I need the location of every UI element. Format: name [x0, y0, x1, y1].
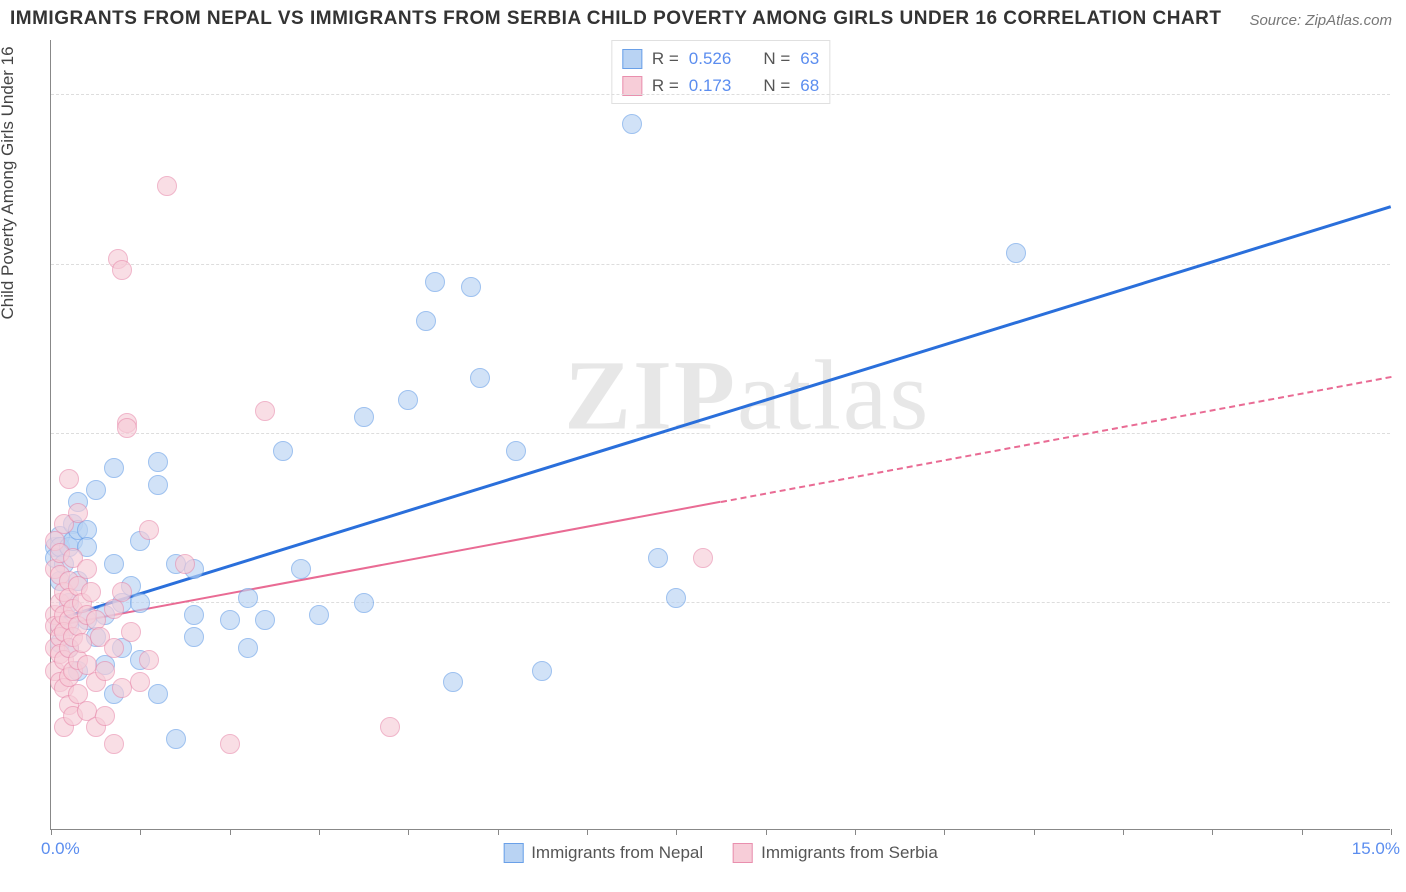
x-axis-max-label: 15.0% [1352, 839, 1400, 859]
data-point-serbia [59, 469, 79, 489]
data-point-serbia [104, 734, 124, 754]
x-tick [1302, 829, 1303, 835]
x-tick [140, 829, 141, 835]
swatch-serbia-icon [733, 843, 753, 863]
x-tick [1391, 829, 1392, 835]
chart-title: IMMIGRANTS FROM NEPAL VS IMMIGRANTS FROM… [10, 8, 1222, 30]
data-point-serbia [139, 650, 159, 670]
legend-series: Immigrants from Nepal Immigrants from Ser… [503, 843, 938, 863]
x-tick [1123, 829, 1124, 835]
data-point-nepal [104, 554, 124, 574]
regression-line-serbia-dashed [721, 376, 1391, 503]
source-attribution: Source: ZipAtlas.com [1249, 12, 1392, 29]
data-point-serbia [95, 661, 115, 681]
data-point-nepal [148, 475, 168, 495]
data-point-nepal [532, 661, 552, 681]
x-tick [766, 829, 767, 835]
data-point-nepal [354, 593, 374, 613]
legend-row-nepal: R = 0.526 N = 63 [622, 45, 819, 72]
data-point-serbia [220, 734, 240, 754]
data-point-nepal [506, 441, 526, 461]
data-point-nepal [166, 729, 186, 749]
x-tick [51, 829, 52, 835]
x-tick [319, 829, 320, 835]
legend-item-serbia: Immigrants from Serbia [733, 843, 938, 863]
data-point-nepal [255, 610, 275, 630]
x-tick [408, 829, 409, 835]
data-point-serbia [68, 503, 88, 523]
x-tick [855, 829, 856, 835]
x-tick [1212, 829, 1213, 835]
legend-label-nepal: Immigrants from Nepal [531, 843, 703, 863]
data-point-nepal [220, 610, 240, 630]
data-point-nepal [416, 311, 436, 331]
x-tick [944, 829, 945, 835]
regression-line-serbia [60, 501, 721, 626]
data-point-nepal [354, 407, 374, 427]
gridline [51, 94, 1390, 95]
data-point-nepal [1006, 243, 1026, 263]
data-point-serbia [175, 554, 195, 574]
data-point-nepal [86, 480, 106, 500]
data-point-nepal [291, 559, 311, 579]
r-value-nepal: 0.526 [689, 45, 732, 72]
y-tick-label: 60.0% [1400, 65, 1406, 85]
data-point-serbia [157, 176, 177, 196]
gridline [51, 264, 1390, 265]
y-tick-label: 30.0% [1400, 404, 1406, 424]
n-label: N = [763, 45, 790, 72]
data-point-serbia [104, 638, 124, 658]
data-point-serbia [112, 260, 132, 280]
data-point-nepal [184, 627, 204, 647]
y-tick-label: 45.0% [1400, 235, 1406, 255]
x-tick [498, 829, 499, 835]
swatch-nepal-icon [622, 49, 642, 69]
x-tick [587, 829, 588, 835]
data-point-serbia [380, 717, 400, 737]
data-point-nepal [443, 672, 463, 692]
watermark-text: ZIPatlas [564, 338, 930, 453]
data-point-nepal [130, 593, 150, 613]
data-point-serbia [117, 418, 137, 438]
data-point-serbia [693, 548, 713, 568]
data-point-nepal [666, 588, 686, 608]
data-point-serbia [130, 672, 150, 692]
data-point-nepal [470, 368, 490, 388]
data-point-nepal [273, 441, 293, 461]
data-point-nepal [238, 638, 258, 658]
data-point-serbia [95, 706, 115, 726]
plot-area: ZIPatlas R =0.526N =63R =0.173N =68 Immi… [50, 40, 1390, 830]
data-point-nepal [238, 588, 258, 608]
x-tick [676, 829, 677, 835]
n-value-nepal: 63 [800, 45, 819, 72]
data-point-nepal [148, 684, 168, 704]
swatch-nepal-icon [503, 843, 523, 863]
x-tick [1034, 829, 1035, 835]
data-point-serbia [139, 520, 159, 540]
data-point-serbia [121, 622, 141, 642]
data-point-serbia [81, 582, 101, 602]
legend-label-serbia: Immigrants from Serbia [761, 843, 938, 863]
data-point-nepal [425, 272, 445, 292]
data-point-serbia [77, 559, 97, 579]
data-point-nepal [398, 390, 418, 410]
r-label: R = [652, 45, 679, 72]
data-point-serbia [112, 582, 132, 602]
data-point-nepal [648, 548, 668, 568]
data-point-nepal [622, 114, 642, 134]
data-point-nepal [148, 452, 168, 472]
data-point-serbia [255, 401, 275, 421]
x-axis-min-label: 0.0% [41, 839, 80, 859]
legend-item-nepal: Immigrants from Nepal [503, 843, 703, 863]
swatch-serbia-icon [622, 76, 642, 96]
data-point-nepal [104, 458, 124, 478]
x-tick [230, 829, 231, 835]
gridline [51, 433, 1390, 434]
y-axis-label: Child Poverty Among Girls Under 16 [0, 46, 18, 319]
chart-container: IMMIGRANTS FROM NEPAL VS IMMIGRANTS FROM… [0, 0, 1406, 892]
y-tick-label: 15.0% [1400, 573, 1406, 593]
data-point-nepal [309, 605, 329, 625]
data-point-nepal [461, 277, 481, 297]
data-point-nepal [184, 605, 204, 625]
